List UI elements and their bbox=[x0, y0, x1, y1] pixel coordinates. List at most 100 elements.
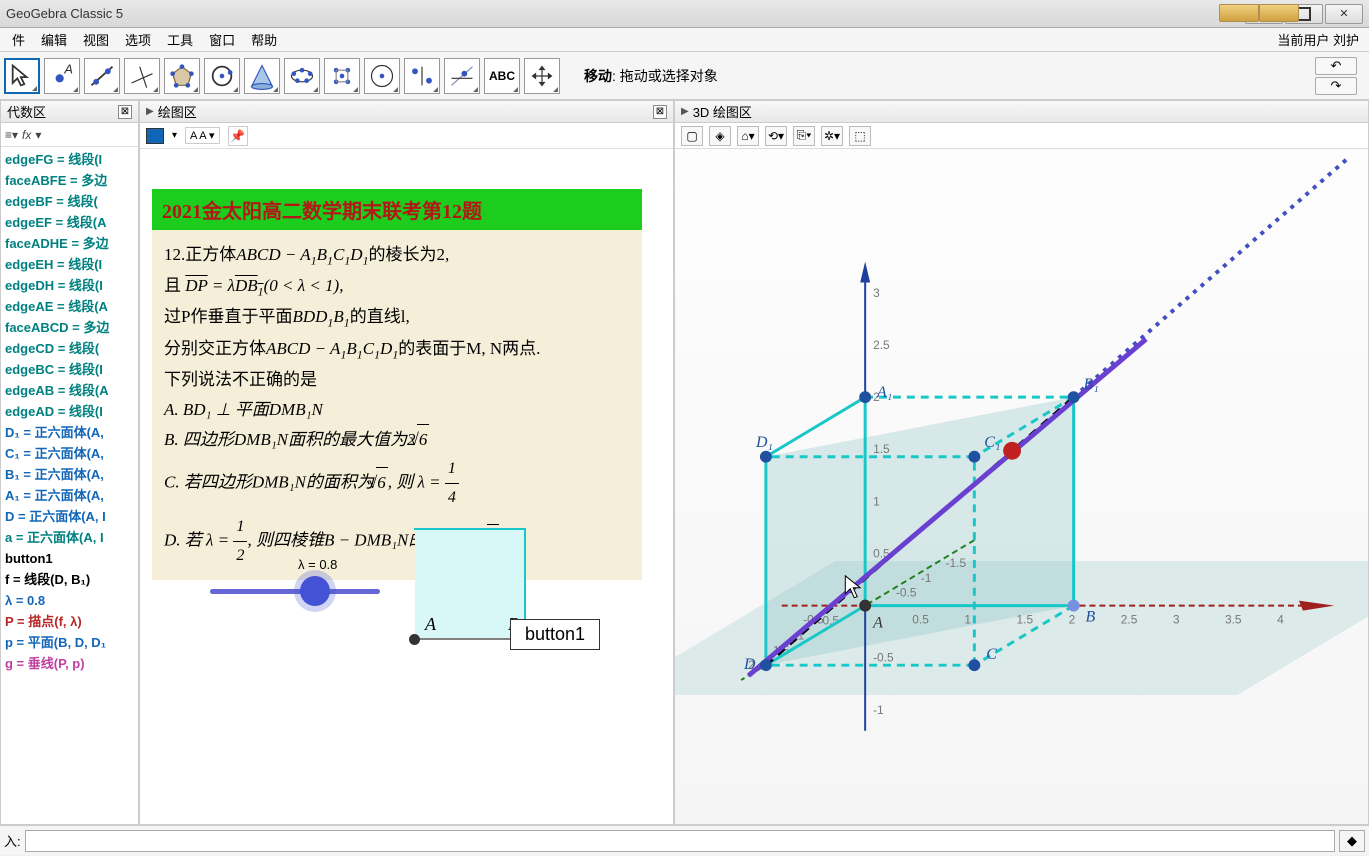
svg-text:D₁: D₁ bbox=[755, 434, 773, 451]
algebra-item[interactable]: edgeBF = 线段( bbox=[5, 191, 134, 212]
tool-circle[interactable] bbox=[204, 58, 240, 94]
svg-text:4: 4 bbox=[1277, 612, 1284, 626]
algebra-item[interactable]: edgeAE = 线段(A bbox=[5, 296, 134, 317]
algebra-item[interactable]: edgeFG = 线段(I bbox=[5, 149, 134, 170]
3d-btn-2[interactable]: ◈ bbox=[709, 126, 731, 146]
pin-button[interactable]: 📌 bbox=[228, 126, 248, 146]
algebra-item[interactable]: edgeDH = 线段(I bbox=[5, 275, 134, 296]
menu-help[interactable]: 帮助 bbox=[243, 28, 285, 51]
command-input[interactable] bbox=[25, 830, 1335, 852]
3d-btn-1[interactable]: ▢ bbox=[681, 126, 703, 146]
svg-text:1.5: 1.5 bbox=[1017, 612, 1034, 626]
collapse-icon[interactable]: ▶ bbox=[146, 106, 154, 117]
algebra-item[interactable]: P = 描点(f, λ) bbox=[5, 611, 134, 632]
graphics-panel: ▶ 绘图区 ⊠ ▾ A A ▾ 📌 2021金太阳高二数学期末联考第12题 12.正… bbox=[139, 100, 674, 825]
3d-panel: ▶3D 绘图区 ▢ ◈ ⌂▾ ⟲▾ ⎘▾ ✲▾ ⬚ 0.511.522.533.… bbox=[674, 100, 1369, 825]
3d-btn-7[interactable]: ⬚ bbox=[849, 126, 871, 146]
algebra-item[interactable]: a = 正六面体(A, I bbox=[5, 527, 134, 548]
graphics-close-icon[interactable]: ⊠ bbox=[653, 105, 667, 119]
menu-view[interactable]: 视图 bbox=[75, 28, 117, 51]
3d-btn-6[interactable]: ✲▾ bbox=[821, 126, 843, 146]
redo-button[interactable]: ↷ bbox=[1315, 77, 1357, 95]
point-A[interactable] bbox=[409, 634, 420, 645]
collapse-icon[interactable]: ▶ bbox=[681, 106, 689, 117]
algebra-item[interactable]: A₁ = 正六面体(A, bbox=[5, 485, 134, 506]
font-size-button[interactable]: A A ▾ bbox=[185, 127, 220, 144]
close-button[interactable] bbox=[1325, 4, 1363, 24]
tool-perp[interactable] bbox=[124, 58, 160, 94]
svg-text:1: 1 bbox=[873, 494, 880, 508]
tool-point[interactable]: A bbox=[44, 58, 80, 94]
3d-toolbar: ▢ ◈ ⌂▾ ⟲▾ ⎘▾ ✲▾ ⬚ bbox=[675, 123, 1368, 149]
menu-window[interactable]: 窗口 bbox=[201, 28, 243, 51]
svg-text:A: A bbox=[63, 62, 73, 77]
tool-move-view[interactable] bbox=[524, 58, 560, 94]
3d-view[interactable]: 0.511.522.533.540.511.52-1-0.50.511.522.… bbox=[675, 149, 1368, 824]
algebra-title: 代数区 bbox=[7, 102, 46, 121]
menu-tools[interactable]: 工具 bbox=[159, 28, 201, 51]
button1[interactable]: button1 bbox=[510, 619, 600, 650]
algebra-list[interactable]: edgeFG = 线段(IfaceABFE = 多边edgeBF = 线段(ed… bbox=[1, 147, 138, 824]
3d-btn-4[interactable]: ⟲▾ bbox=[765, 126, 787, 146]
algebra-item[interactable]: g = 垂线(P, p) bbox=[5, 653, 134, 674]
svg-text:A₁: A₁ bbox=[876, 384, 892, 401]
tool-text[interactable]: ABC bbox=[484, 58, 520, 94]
algebra-item[interactable]: C₁ = 正六面体(A, bbox=[5, 443, 134, 464]
menu-file[interactable]: 件 bbox=[4, 28, 33, 51]
tool-polygon[interactable] bbox=[164, 58, 200, 94]
input-expand-icon[interactable]: ◆ bbox=[1339, 830, 1365, 852]
3d-btn-3[interactable]: ⌂▾ bbox=[737, 126, 759, 146]
color-swatch[interactable] bbox=[146, 128, 164, 144]
3d-title: 3D 绘图区 bbox=[693, 102, 752, 121]
svg-text:-0.5: -0.5 bbox=[896, 586, 917, 600]
svg-text:3: 3 bbox=[873, 286, 880, 300]
undo-button[interactable]: ↶ bbox=[1315, 57, 1357, 75]
algebra-item[interactable]: f = 线段(D, B₁) bbox=[5, 569, 134, 590]
svg-text:2: 2 bbox=[1069, 612, 1076, 626]
tool-angle[interactable] bbox=[284, 58, 320, 94]
svg-text:2.5: 2.5 bbox=[1121, 612, 1138, 626]
titlebar: GeoGebra Classic 5 bbox=[0, 0, 1369, 28]
algebra-item[interactable]: faceADHE = 多边 bbox=[5, 233, 134, 254]
svg-text:B: B bbox=[1086, 609, 1096, 626]
algebra-item[interactable]: edgeBC = 线段(I bbox=[5, 359, 134, 380]
graphics-toolbar: ▾ A A ▾ 📌 bbox=[140, 123, 673, 149]
menu-options[interactable]: 选项 bbox=[117, 28, 159, 51]
algebra-item[interactable]: edgeAD = 线段(I bbox=[5, 401, 134, 422]
slider-thumb[interactable] bbox=[300, 576, 330, 606]
title-decoration bbox=[1219, 4, 1309, 24]
graphics-title: 绘图区 bbox=[158, 102, 197, 121]
algebra-item[interactable]: D₁ = 正六面体(A, bbox=[5, 422, 134, 443]
tool-move[interactable] bbox=[4, 58, 40, 94]
algebra-close-icon[interactable]: ⊠ bbox=[118, 105, 132, 119]
tool-locus[interactable] bbox=[444, 58, 480, 94]
algebra-item[interactable]: faceABFE = 多边 bbox=[5, 170, 134, 191]
algebra-item[interactable]: edgeEF = 线段(A bbox=[5, 212, 134, 233]
svg-text:1: 1 bbox=[964, 612, 971, 626]
algebra-panel: 代数区⊠ ≡▾fx▾ edgeFG = 线段(IfaceABFE = 多边edg… bbox=[0, 100, 139, 825]
algebra-item[interactable]: button1 bbox=[5, 548, 134, 569]
3d-btn-5[interactable]: ⎘▾ bbox=[793, 126, 815, 146]
algebra-item[interactable]: edgeCD = 线段( bbox=[5, 338, 134, 359]
svg-text:C: C bbox=[986, 646, 997, 663]
algebra-item[interactable]: faceABCD = 多边 bbox=[5, 317, 134, 338]
algebra-item[interactable]: λ = 0.8 bbox=[5, 590, 134, 611]
svg-text:2.5: 2.5 bbox=[873, 338, 890, 352]
tool-slider[interactable] bbox=[364, 58, 400, 94]
algebra-item[interactable]: B₁ = 正六面体(A, bbox=[5, 464, 134, 485]
tool-conic[interactable] bbox=[244, 58, 280, 94]
slider-track[interactable] bbox=[210, 589, 380, 594]
svg-text:3: 3 bbox=[1173, 612, 1180, 626]
tool-vector[interactable] bbox=[404, 58, 440, 94]
svg-text:-0.5: -0.5 bbox=[873, 651, 894, 665]
tool-line[interactable] bbox=[84, 58, 120, 94]
svg-text:0.5: 0.5 bbox=[912, 612, 929, 626]
tool-transform[interactable] bbox=[324, 58, 360, 94]
graphics-view[interactable]: 2021金太阳高二数学期末联考第12题 12.正方体ABCD − A1B1C1D… bbox=[140, 149, 673, 824]
algebra-item[interactable]: D = 正六面体(A, I bbox=[5, 506, 134, 527]
algebra-item[interactable]: edgeAB = 线段(A bbox=[5, 380, 134, 401]
algebra-item[interactable]: edgeEH = 线段(I bbox=[5, 254, 134, 275]
menu-edit[interactable]: 编辑 bbox=[33, 28, 75, 51]
algebra-item[interactable]: p = 平面(B, D, D₁ bbox=[5, 632, 134, 653]
svg-text:-1.5: -1.5 bbox=[946, 556, 967, 570]
